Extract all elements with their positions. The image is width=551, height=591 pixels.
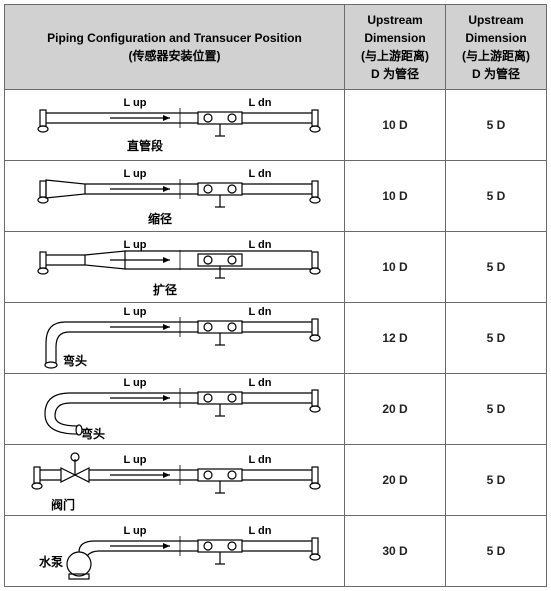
upstream-value: 20 D xyxy=(345,445,446,516)
upstream-value: 20 D xyxy=(345,374,446,445)
svg-text:水泵: 水泵 xyxy=(39,554,63,569)
header-row: Piping Configuration and Transucer Posit… xyxy=(5,5,547,90)
header-upstream: Upstream Dimension (与上游距离) D 为管径 xyxy=(345,5,446,90)
downstream-value: 5 D xyxy=(446,374,547,445)
upstream-value: 10 D xyxy=(345,161,446,232)
diagram-cell-elbow-u: L up L dn 弯头 xyxy=(5,374,345,445)
svg-text:L dn: L dn xyxy=(248,97,271,109)
diagram-cell-elbow90: L up L dn 弯头 xyxy=(5,303,345,374)
svg-text:L up: L up xyxy=(123,525,146,537)
table-row: L up L dn 缩径 10 D5 D xyxy=(5,161,547,232)
header-config-en: Piping Configuration and Transucer Posit… xyxy=(9,29,340,47)
table-row: L up L dn 水泵 30 D5 D xyxy=(5,516,547,587)
header-config-zh: (传感器安装位置) xyxy=(9,47,340,65)
diagram-cell-straight: L up L dn 直管段 xyxy=(5,90,345,161)
downstream-value: 5 D xyxy=(446,303,547,374)
svg-text:L up: L up xyxy=(123,239,146,251)
svg-text:L up: L up xyxy=(123,377,146,389)
svg-text:弯头: 弯头 xyxy=(62,353,86,368)
header-downstream: Upstream Dimension (与上游距离) D 为管径 xyxy=(446,5,547,90)
svg-text:L dn: L dn xyxy=(248,168,271,180)
svg-text:L dn: L dn xyxy=(248,525,271,537)
svg-text:弯头: 弯头 xyxy=(80,426,104,441)
diagram-cell-expander: L up L dn 扩径 xyxy=(5,232,345,303)
diagram-cell-pump: L up L dn 水泵 xyxy=(5,516,345,587)
diagram-cell-reducer: L up L dn 缩径 xyxy=(5,161,345,232)
svg-text:缩径: 缩径 xyxy=(147,211,171,226)
svg-text:L dn: L dn xyxy=(248,454,271,466)
svg-text:L up: L up xyxy=(123,168,146,180)
header-config: Piping Configuration and Transucer Posit… xyxy=(5,5,345,90)
downstream-value: 5 D xyxy=(446,90,547,161)
svg-text:L up: L up xyxy=(123,306,146,318)
downstream-value: 5 D xyxy=(446,516,547,587)
svg-text:直管段: 直管段 xyxy=(126,138,163,153)
svg-text:L dn: L dn xyxy=(248,306,271,318)
svg-text:阀门: 阀门 xyxy=(50,497,74,512)
table-row: L up L dn 阀门 20 D5 D xyxy=(5,445,547,516)
table-row: L up L dn 直管段 10 D5 D xyxy=(5,90,547,161)
downstream-value: 5 D xyxy=(446,161,547,232)
downstream-value: 5 D xyxy=(446,445,547,516)
svg-text:L dn: L dn xyxy=(248,377,271,389)
upstream-value: 12 D xyxy=(345,303,446,374)
piping-config-table: Piping Configuration and Transucer Posit… xyxy=(4,4,547,587)
diagram-cell-valve: L up L dn 阀门 xyxy=(5,445,345,516)
downstream-value: 5 D xyxy=(446,232,547,303)
svg-text:L up: L up xyxy=(123,97,146,109)
upstream-value: 10 D xyxy=(345,90,446,161)
svg-text:L up: L up xyxy=(123,454,146,466)
table-row: L up L dn 弯头 12 D5 D xyxy=(5,303,547,374)
table-row: L up L dn 弯头 20 D5 D xyxy=(5,374,547,445)
upstream-value: 30 D xyxy=(345,516,446,587)
svg-text:L dn: L dn xyxy=(248,239,271,251)
table-row: L up L dn 扩径 10 D5 D xyxy=(5,232,547,303)
upstream-value: 10 D xyxy=(345,232,446,303)
svg-text:扩径: 扩径 xyxy=(152,282,176,297)
